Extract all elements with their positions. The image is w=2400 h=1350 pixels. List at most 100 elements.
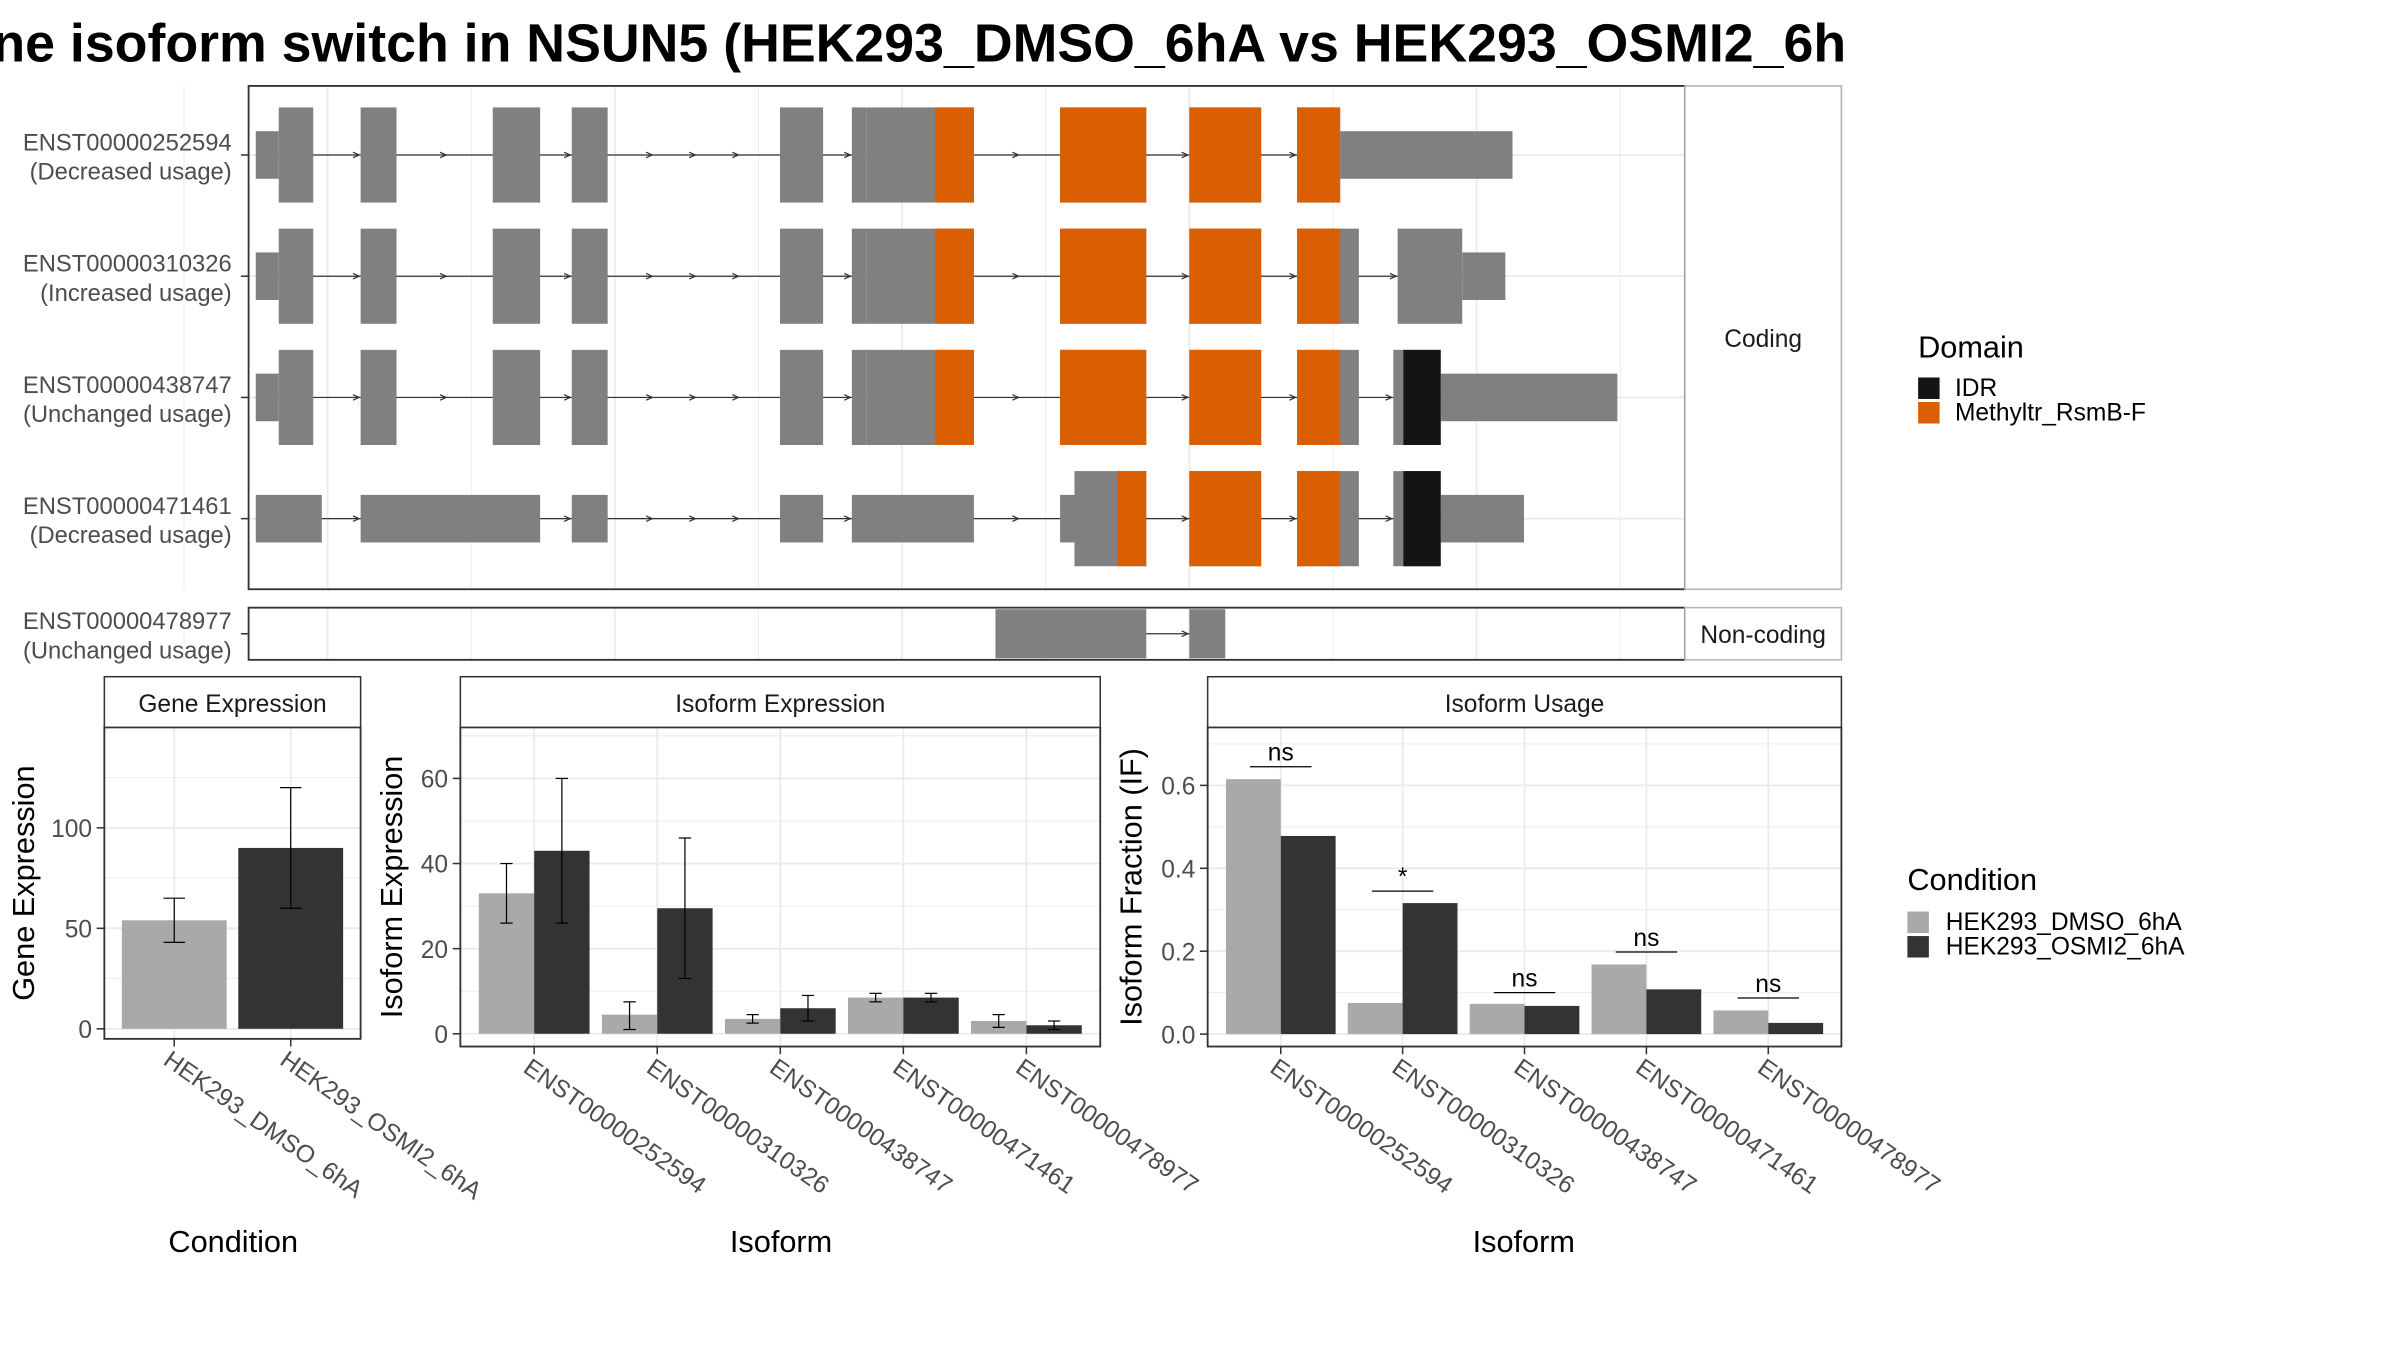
intron-arrow (688, 151, 697, 159)
exon (255, 494, 322, 543)
bar (847, 997, 904, 1034)
intron-arrow (352, 272, 361, 280)
intron-arrow (732, 394, 740, 401)
y-tick-label: 0.0 (1161, 1022, 1195, 1049)
exon (278, 349, 314, 446)
intron-arrow (1289, 394, 1298, 401)
bar (1402, 903, 1458, 1035)
intron-arrow (843, 394, 852, 401)
intron-arrow (688, 515, 697, 522)
chart-title: Isoform Usage (1445, 691, 1605, 718)
y-axis-label: Isoform Expression (374, 756, 409, 1019)
intron-arrow (688, 394, 697, 401)
transcript-usage-label: (Unchanged usage) (23, 401, 232, 428)
exon (492, 228, 541, 324)
exon (1060, 494, 1075, 543)
y-tick-label: 0.6 (1161, 774, 1195, 801)
domain-legend-key (1918, 402, 1940, 424)
domain-block (1117, 471, 1147, 567)
domain-block (1297, 349, 1341, 446)
condition-legend-label: HEK293_OSMI2_6hA (1946, 933, 2185, 960)
bar (1225, 779, 1281, 1035)
intron-arrow (1289, 272, 1298, 280)
transcript-id-label: ENST00000438747 (23, 372, 232, 399)
bar (1347, 1003, 1403, 1035)
x-axis-label: Isoform (1473, 1224, 1575, 1259)
transcript-id-label: ENST00000478977 (23, 608, 232, 635)
y-tick-label: 0.2 (1161, 939, 1195, 966)
exon (1189, 609, 1226, 659)
figure-title: ne isoform switch in NSUN5 (HEK293_DMSO_… (0, 13, 1846, 73)
domain-legend-label: Methyltr_RsmB-F (1955, 399, 2146, 426)
bar (724, 1018, 781, 1034)
intron-arrow (645, 272, 654, 280)
intron-arrow (1181, 272, 1190, 280)
y-tick-label: 50 (65, 917, 92, 944)
domain-block (1403, 349, 1441, 446)
transcript-usage-label: (Decreased usage) (30, 522, 232, 549)
intron-arrow (1012, 515, 1021, 522)
y-axis-label: Isoform Fraction (IF) (1114, 748, 1149, 1026)
domain-block (1060, 228, 1147, 324)
intron-arrow (352, 515, 361, 522)
y-tick-label: 40 (421, 852, 448, 879)
domain-block (935, 349, 974, 446)
x-tick-label: HEK293_OSMI2_6hA (275, 1046, 487, 1205)
domain-block (1189, 349, 1262, 446)
y-tick-label: 20 (421, 937, 448, 964)
intron-arrow (1181, 630, 1190, 638)
chart-title: Isoform Expression (675, 691, 885, 718)
exon (492, 349, 541, 446)
significance-label: ns (1268, 740, 1294, 767)
exon (571, 349, 608, 446)
y-axis-label: Gene Expression (6, 765, 41, 1000)
exon (1397, 228, 1463, 324)
domain-block (1189, 228, 1262, 324)
exon (360, 107, 397, 203)
chart-0: Gene Expression 0 50 100 HEK293_DMSO_6hAHEK2… (6, 675, 487, 1259)
exon (1462, 252, 1506, 300)
domain-block (935, 107, 974, 203)
exon (780, 107, 824, 203)
transcript-usage-label: (Decreased usage) (30, 159, 232, 186)
intron-arrow (439, 151, 448, 159)
intron-arrow (563, 394, 572, 401)
intron-arrow (1385, 394, 1394, 401)
intron-arrow (1181, 515, 1190, 522)
bar (1280, 835, 1336, 1035)
coding-strip (1684, 85, 1843, 591)
exon (780, 349, 824, 446)
condition-legend-key (1907, 936, 1929, 958)
condition-legend-label: HEK293_DMSO_6hA (1946, 909, 2183, 936)
transcript-structure-panel: Coding Non-coding ENST00000252594 (Decrease… (23, 85, 1843, 664)
exon (360, 349, 397, 446)
exon (1440, 494, 1525, 543)
exon (851, 107, 867, 203)
x-tick-label: HEK293_DMSO_6hA (159, 1046, 368, 1204)
chart-title: Gene Expression (138, 691, 326, 718)
intron-arrow (843, 515, 852, 522)
intron-arrow (732, 151, 740, 159)
y-tick-label: 0 (434, 1022, 448, 1049)
bar (1524, 1005, 1580, 1035)
intron-arrow (645, 515, 654, 522)
exon (1440, 373, 1618, 422)
intron-arrow (645, 394, 654, 401)
exon (360, 494, 541, 543)
domain-block (1189, 107, 1262, 203)
intron-arrow (732, 515, 740, 522)
exon (571, 494, 608, 543)
exon (1340, 131, 1513, 179)
intron-arrow (645, 151, 654, 159)
intron-arrow (843, 272, 852, 280)
noncoding-strip (1684, 606, 1843, 661)
bar (1768, 1022, 1824, 1035)
transcript-id-label: ENST00000471461 (23, 493, 232, 520)
intron-arrow (439, 394, 448, 401)
intron-arrow (1012, 151, 1021, 159)
transcript-id-label: ENST00000252594 (23, 129, 232, 156)
structure-panel-bg (248, 607, 1685, 660)
